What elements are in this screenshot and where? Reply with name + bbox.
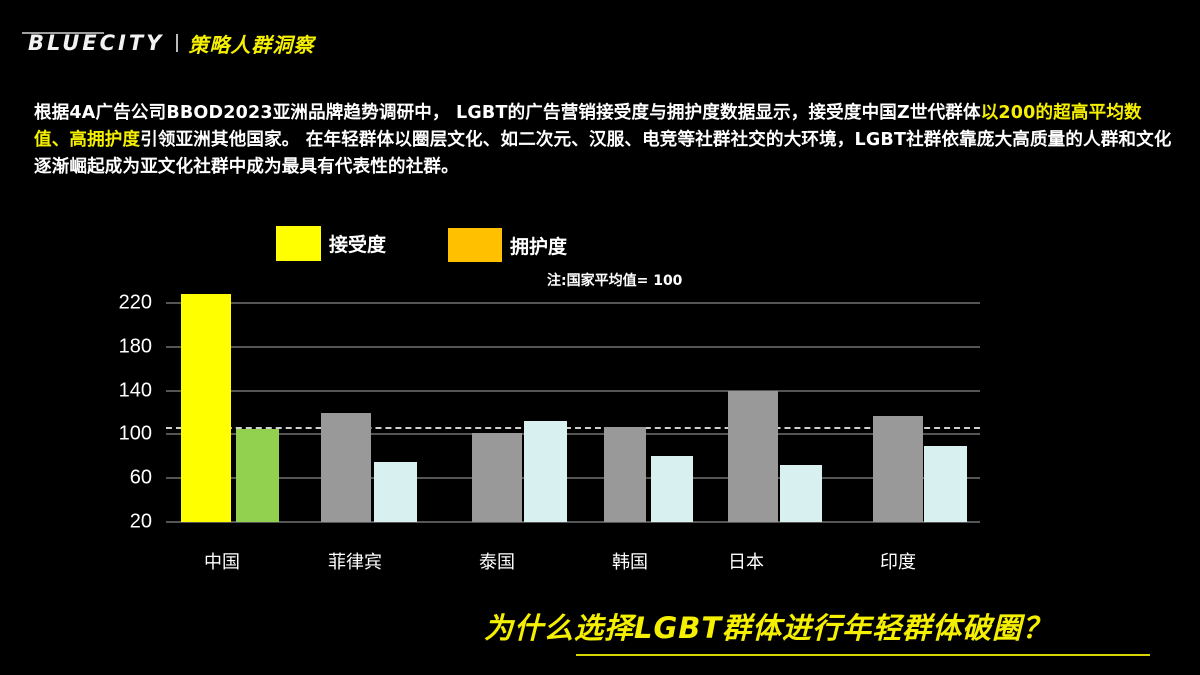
y-tick-label: 60 xyxy=(129,466,152,489)
intro-paragraph: 根据4A广告公司BBOD2023亚洲品牌趋势调研中， LGBT的广告营销接受度与… xyxy=(34,100,1174,181)
header-divider xyxy=(176,34,179,52)
bar-acceptance xyxy=(181,294,231,522)
brand-underline xyxy=(22,32,104,34)
y-tick-label: 140 xyxy=(118,379,152,402)
x-axis-label: 韩国 xyxy=(612,552,648,573)
x-axis-label: 泰国 xyxy=(479,552,515,573)
bar-acceptance xyxy=(728,390,778,522)
bar-support xyxy=(924,446,967,522)
y-tick-label: 20 xyxy=(129,510,152,533)
x-axis-label: 中国 xyxy=(204,552,240,573)
intro-text-1: 根据4A广告公司BBOD2023亚洲品牌趋势调研中， LGBT的广告营销接受度与… xyxy=(34,103,981,123)
gridline-180 xyxy=(166,345,980,348)
x-axis-label: 印度 xyxy=(880,552,916,573)
x-axis-label: 日本 xyxy=(728,552,764,573)
question-banner: 为什么选择LGBT群体进行年轻群体破圈？ xyxy=(484,611,1053,645)
gridline-100 xyxy=(166,433,980,436)
legend-label-support: 拥护度 xyxy=(510,235,568,258)
bar-support xyxy=(374,461,417,522)
average-reference-line xyxy=(166,426,980,429)
bar-support xyxy=(236,428,279,522)
bar-support xyxy=(651,456,693,522)
bar-support xyxy=(524,421,567,522)
legend-label-acceptance: 接受度 xyxy=(329,234,387,256)
legend-swatch-support xyxy=(448,228,502,262)
legend-item-acceptance: 接受度 xyxy=(276,226,386,261)
chart-note: 注:国家平均值= 100 xyxy=(547,273,683,289)
gridline-220 xyxy=(166,302,980,304)
header: BLUECITY 策略人群洞察 xyxy=(28,28,314,58)
brand-logo: BLUECITY xyxy=(28,31,165,55)
y-tick-label: 100 xyxy=(118,422,152,445)
gridline-60 xyxy=(166,477,980,480)
y-tick-label: 180 xyxy=(118,335,152,358)
bar-acceptance xyxy=(873,415,923,522)
legend-item-support: 拥护度 xyxy=(448,228,567,262)
gridline-140 xyxy=(166,389,980,392)
gridline-20 xyxy=(166,521,980,523)
x-axis-label: 菲律宾 xyxy=(328,552,382,573)
y-tick-label: 220 xyxy=(118,291,152,314)
legend-swatch-acceptance xyxy=(276,226,321,261)
intro-text-2: 引领亚洲其他国家。 在年轻群体以圈层文化、如二次元、汉服、电竞等社群社交的大环境… xyxy=(34,130,1172,177)
banner-underline xyxy=(576,654,1150,656)
section-title: 策略人群洞察 xyxy=(188,32,315,57)
bar-acceptance xyxy=(321,412,371,522)
intro-highlight: 以200的超高平均数值、高拥护度 xyxy=(34,103,1142,150)
bar-acceptance xyxy=(604,426,646,522)
bar-acceptance xyxy=(472,433,522,522)
bar-support xyxy=(780,465,822,522)
